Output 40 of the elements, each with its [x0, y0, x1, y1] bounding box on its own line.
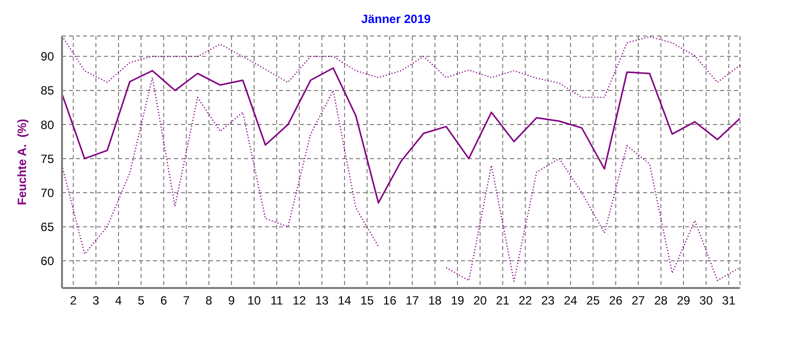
line-series — [62, 67, 740, 204]
x-tick-label: 4 — [115, 294, 122, 308]
x-tick-label: 15 — [360, 294, 374, 308]
y-tick-label: 90 — [40, 50, 54, 64]
x-tick-label: 24 — [564, 294, 578, 308]
x-tick-label: 17 — [406, 294, 420, 308]
x-tick-label: 13 — [315, 294, 329, 308]
x-tick-label: 26 — [609, 294, 623, 308]
x-tick-label: 10 — [247, 294, 262, 308]
x-tick-label: 22 — [518, 294, 532, 308]
y-tick-label: 70 — [40, 186, 54, 200]
y-tick-label: 75 — [40, 152, 54, 166]
x-tick-label: 18 — [428, 294, 442, 308]
x-tick-label: 2 — [70, 294, 77, 308]
x-tick-label: 25 — [586, 294, 600, 308]
x-tick-label: 7 — [182, 294, 190, 308]
x-tick-label: 11 — [270, 294, 284, 308]
x-tick-label: 31 — [722, 294, 736, 308]
x-tick-label: 14 — [338, 294, 352, 308]
x-tick-label: 27 — [632, 294, 646, 308]
y-tick-label: 60 — [40, 254, 54, 268]
x-tick-label: 20 — [473, 294, 488, 308]
x-tick-label: 8 — [206, 294, 213, 308]
x-tick-label: 23 — [541, 294, 555, 308]
y-axis-title: Feuchte A. (%) — [15, 118, 29, 206]
x-tick-label: 6 — [160, 294, 168, 308]
x-tick-label: 16 — [383, 294, 397, 308]
x-tick-label: 21 — [496, 294, 510, 308]
x-tick-label: 28 — [654, 294, 668, 308]
x-tick-label: 29 — [676, 294, 690, 308]
chart-title: Jänner 2019 — [360, 12, 432, 26]
x-tick-label: 3 — [92, 294, 100, 308]
x-tick-label: 19 — [450, 294, 464, 308]
y-tick-label: 80 — [40, 118, 54, 132]
x-tick-label: 12 — [292, 294, 306, 308]
x-tick-label: 5 — [138, 294, 145, 308]
x-tick-label: 30 — [699, 294, 714, 308]
y-tick-label: 85 — [40, 84, 54, 98]
x-tick-label: 9 — [228, 294, 236, 308]
y-tick-label: 65 — [40, 220, 54, 234]
